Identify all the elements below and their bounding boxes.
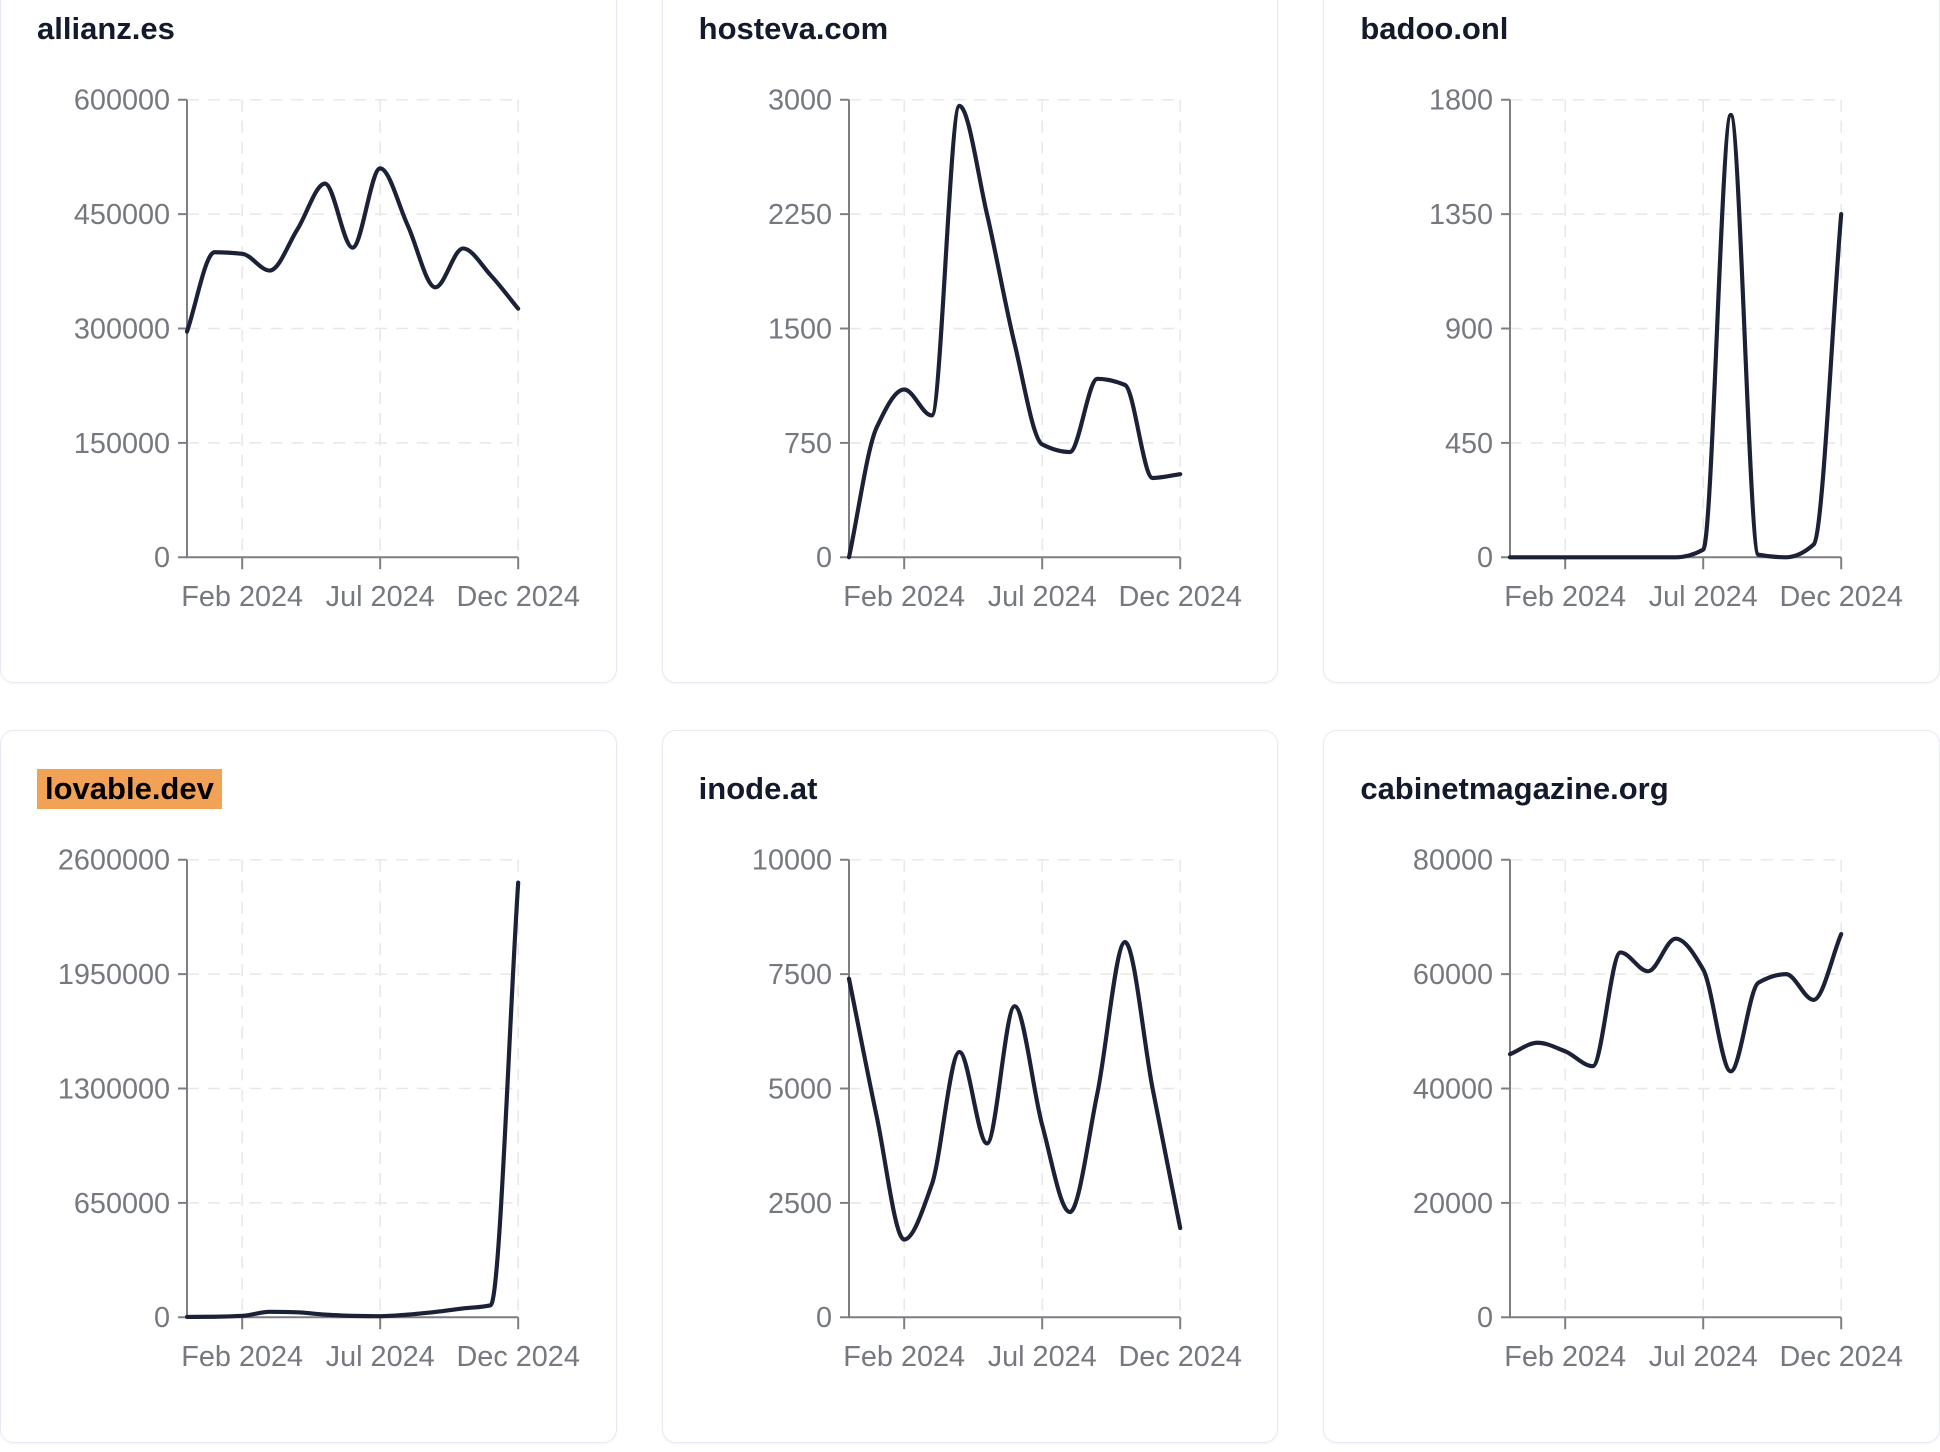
- svg-text:0: 0: [154, 542, 170, 574]
- card-title: badoo.onl: [1324, 0, 1939, 55]
- svg-text:2600000: 2600000: [58, 845, 170, 877]
- svg-text:Jul 2024: Jul 2024: [1649, 1341, 1758, 1373]
- svg-text:1800: 1800: [1429, 85, 1493, 117]
- svg-text:40000: 40000: [1413, 1073, 1493, 1105]
- svg-text:1300000: 1300000: [58, 1073, 170, 1105]
- card-lovable-dev[interactable]: lovable.dev 0 650000 1300000 1950000 2600000…: [0, 730, 617, 1443]
- card-inode-at[interactable]: inode.at 0 2500 5000 7500 10000 Feb 2024 Jul 2…: [661, 730, 1279, 1443]
- svg-text:60000: 60000: [1413, 959, 1493, 991]
- domain-name: inode.at: [698, 771, 818, 806]
- svg-text:1500: 1500: [768, 313, 832, 345]
- domain-name: badoo.onl: [1360, 11, 1509, 46]
- svg-text:650000: 650000: [74, 1188, 170, 1220]
- svg-text:Jul 2024: Jul 2024: [326, 1341, 435, 1373]
- svg-text:0: 0: [816, 542, 832, 574]
- card-allianz-es[interactable]: allianz.es 0 150000 300000 450000 600000 Feb …: [0, 0, 617, 683]
- card-title: inode.at: [663, 731, 1278, 815]
- svg-text:Feb 2024: Feb 2024: [1505, 581, 1627, 613]
- domain-name: cabinetmagazine.org: [1360, 771, 1669, 806]
- svg-text:300000: 300000: [74, 313, 170, 345]
- svg-text:Feb 2024: Feb 2024: [181, 581, 303, 613]
- domain-name-highlighted: lovable.dev: [37, 769, 222, 809]
- svg-text:0: 0: [154, 1302, 170, 1334]
- svg-text:5000: 5000: [768, 1073, 832, 1105]
- svg-text:7500: 7500: [768, 959, 832, 991]
- svg-text:0: 0: [1477, 542, 1493, 574]
- line-chart-hosteva-com: 0 750 1500 2250 3000 Feb 2024 Jul 2024 Dec 2024: [768, 85, 1242, 613]
- line-chart-cabinetmagazine-org: 0 20000 40000 60000 80000 Feb 2024 Jul 2024 Dec…: [1413, 845, 1903, 1373]
- svg-text:1350: 1350: [1429, 199, 1493, 231]
- svg-text:20000: 20000: [1413, 1188, 1493, 1220]
- card-badoo-onl[interactable]: badoo.onl 0 450 900 1350 1800 Feb 2024 Jul 202…: [1323, 0, 1940, 683]
- svg-text:750: 750: [784, 428, 832, 460]
- svg-text:80000: 80000: [1413, 845, 1493, 877]
- svg-text:Dec 2024: Dec 2024: [1118, 581, 1241, 613]
- card-title: cabinetmagazine.org: [1324, 731, 1939, 815]
- svg-text:Dec 2024: Dec 2024: [1780, 581, 1903, 613]
- svg-text:Jul 2024: Jul 2024: [987, 581, 1096, 613]
- svg-text:2500: 2500: [768, 1188, 832, 1220]
- svg-text:Jul 2024: Jul 2024: [326, 581, 435, 613]
- svg-text:10000: 10000: [752, 845, 832, 877]
- card-hosteva-com[interactable]: hosteva.com 0 750 1500 2250 3000 Feb 2024 Jul …: [661, 0, 1279, 683]
- svg-text:Feb 2024: Feb 2024: [843, 581, 965, 613]
- card-title: allianz.es: [1, 0, 616, 55]
- svg-text:600000: 600000: [74, 85, 170, 117]
- svg-text:450: 450: [1445, 428, 1493, 460]
- domain-name: allianz.es: [37, 11, 175, 46]
- svg-text:Dec 2024: Dec 2024: [1118, 1341, 1241, 1373]
- svg-text:150000: 150000: [74, 428, 170, 460]
- svg-text:1950000: 1950000: [58, 959, 170, 991]
- svg-text:Feb 2024: Feb 2024: [181, 1341, 303, 1373]
- domain-name: hosteva.com: [698, 11, 889, 46]
- card-cabinetmagazine-org[interactable]: cabinetmagazine.org 0 20000 40000 60000 8000…: [1323, 730, 1940, 1443]
- svg-text:Jul 2024: Jul 2024: [1649, 581, 1758, 613]
- svg-text:Feb 2024: Feb 2024: [1505, 1341, 1627, 1373]
- svg-text:Dec 2024: Dec 2024: [1780, 1341, 1903, 1373]
- line-chart-inode-at: 0 2500 5000 7500 10000 Feb 2024 Jul 2024 Dec 20…: [752, 845, 1242, 1373]
- svg-text:0: 0: [816, 1302, 832, 1334]
- card-title: lovable.dev: [1, 731, 616, 815]
- line-chart-lovable-dev: 0 650000 1300000 1950000 2600000 Feb 2024 Jul …: [58, 845, 580, 1373]
- svg-text:0: 0: [1477, 1302, 1493, 1334]
- line-chart-allianz-es: 0 150000 300000 450000 600000 Feb 2024 Jul 202…: [74, 85, 580, 613]
- svg-text:Dec 2024: Dec 2024: [456, 1341, 579, 1373]
- svg-text:3000: 3000: [768, 85, 832, 117]
- card-title: hosteva.com: [663, 0, 1278, 55]
- svg-text:2250: 2250: [768, 199, 832, 231]
- svg-text:Jul 2024: Jul 2024: [987, 1341, 1096, 1373]
- svg-text:Dec 2024: Dec 2024: [456, 581, 579, 613]
- svg-text:Feb 2024: Feb 2024: [843, 1341, 965, 1373]
- line-chart-badoo-onl: 0 450 900 1350 1800 Feb 2024 Jul 2024 Dec 2024: [1429, 85, 1903, 613]
- svg-text:450000: 450000: [74, 199, 170, 231]
- svg-text:900: 900: [1445, 313, 1493, 345]
